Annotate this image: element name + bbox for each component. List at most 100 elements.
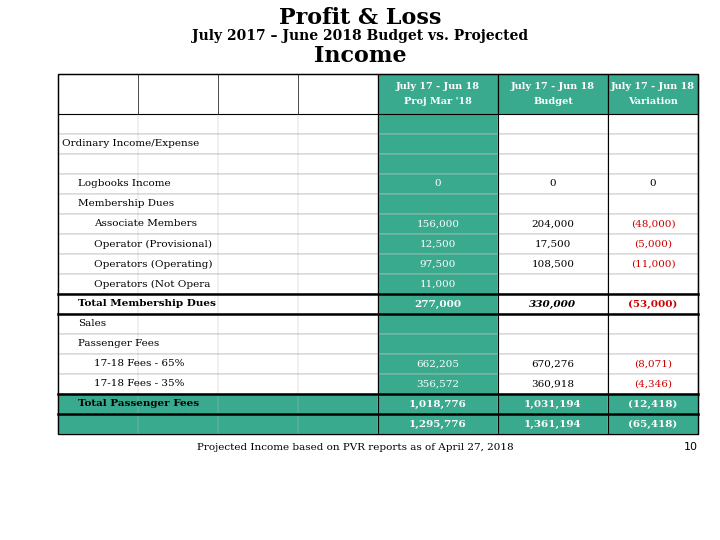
Bar [608,374,698,394]
Bar [58,114,378,134]
Bar [608,234,698,254]
Text: Ordinary Income/Expense: Ordinary Income/Expense [62,139,199,148]
Bar [608,294,698,314]
Bar [378,174,498,194]
Text: July 17 - Jun 18: July 17 - Jun 18 [611,82,695,91]
Bar [608,74,698,114]
Bar [498,374,608,394]
Bar [608,414,698,434]
Text: Associate Members: Associate Members [94,219,197,228]
Bar [58,374,378,394]
Text: 662,205: 662,205 [416,360,459,368]
Text: 360,918: 360,918 [531,380,575,388]
Bar [608,154,698,174]
Bar [608,114,698,134]
Bar [378,294,498,314]
Text: 108,500: 108,500 [531,260,575,268]
Text: 12,500: 12,500 [420,240,456,248]
Text: Logbooks Income: Logbooks Income [78,179,171,188]
Text: Income: Income [314,45,406,67]
Bar [608,354,698,374]
Text: Total Passenger Fees: Total Passenger Fees [78,400,199,408]
Bar [58,314,378,334]
Bar [608,334,698,354]
Bar [378,194,498,214]
Bar [378,374,498,394]
Text: 17,500: 17,500 [535,240,571,248]
Bar [378,214,498,234]
Text: Operators (Not Opera: Operators (Not Opera [94,279,210,288]
Bar [58,334,378,354]
Bar [378,234,498,254]
Bar [58,414,378,434]
Bar [378,274,498,294]
Bar [58,134,378,154]
Text: (48,000): (48,000) [631,219,675,228]
Text: 670,276: 670,276 [531,360,575,368]
Bar [498,354,608,374]
Text: 0: 0 [435,179,441,188]
Bar [498,294,608,314]
Text: Sales: Sales [78,320,106,328]
Text: July 17 - Jun 18: July 17 - Jun 18 [511,82,595,91]
Bar [58,294,378,314]
Text: 11,000: 11,000 [420,280,456,288]
Bar [58,234,378,254]
Bar [378,134,498,154]
Text: (65,418): (65,418) [629,420,678,429]
Bar [378,74,498,114]
Bar [378,394,498,414]
Bar [58,254,378,274]
Bar [608,194,698,214]
Text: 1,031,194: 1,031,194 [524,400,582,408]
Text: 204,000: 204,000 [531,219,575,228]
Text: Operators (Operating): Operators (Operating) [94,259,212,268]
Text: (11,000): (11,000) [631,260,675,268]
Bar [498,114,608,134]
Text: (53,000): (53,000) [629,299,678,308]
Bar [498,414,608,434]
Bar [378,154,498,174]
Bar [498,394,608,414]
Bar [58,354,378,374]
Text: 277,000: 277,000 [415,300,462,308]
Bar [498,154,608,174]
Text: July 2017 – June 2018 Budget vs. Projected: July 2017 – June 2018 Budget vs. Project… [192,29,528,43]
Text: (8,071): (8,071) [634,360,672,368]
Bar [498,334,608,354]
Text: 0: 0 [649,179,657,188]
Bar [498,174,608,194]
Bar [608,314,698,334]
Text: 1,361,194: 1,361,194 [524,420,582,429]
Bar [378,314,498,334]
Text: 17-18 Fees - 65%: 17-18 Fees - 65% [94,360,184,368]
Bar [608,174,698,194]
Bar [498,194,608,214]
Bar [378,114,498,134]
Bar [608,214,698,234]
Bar [378,254,498,274]
Bar [608,274,698,294]
Text: Budget: Budget [533,98,573,106]
Bar [608,134,698,154]
Text: Variation: Variation [628,98,678,106]
Text: 330,000: 330,000 [529,300,577,308]
Bar [608,394,698,414]
Bar [498,274,608,294]
Bar [378,334,498,354]
Text: 1,018,776: 1,018,776 [409,400,467,408]
Bar [58,74,698,434]
Text: 0: 0 [549,179,557,188]
Bar [608,254,698,274]
Text: Passenger Fees: Passenger Fees [78,340,159,348]
Bar [498,234,608,254]
Text: Total Membership Dues: Total Membership Dues [78,300,216,308]
Bar [58,194,378,214]
Bar [498,214,608,234]
Text: 156,000: 156,000 [416,219,459,228]
Bar [58,74,378,114]
Text: Projected Income based on PVR reports as of April 27, 2018: Projected Income based on PVR reports as… [197,442,513,451]
Text: 97,500: 97,500 [420,260,456,268]
Bar [58,214,378,234]
Text: 1,295,776: 1,295,776 [409,420,467,429]
